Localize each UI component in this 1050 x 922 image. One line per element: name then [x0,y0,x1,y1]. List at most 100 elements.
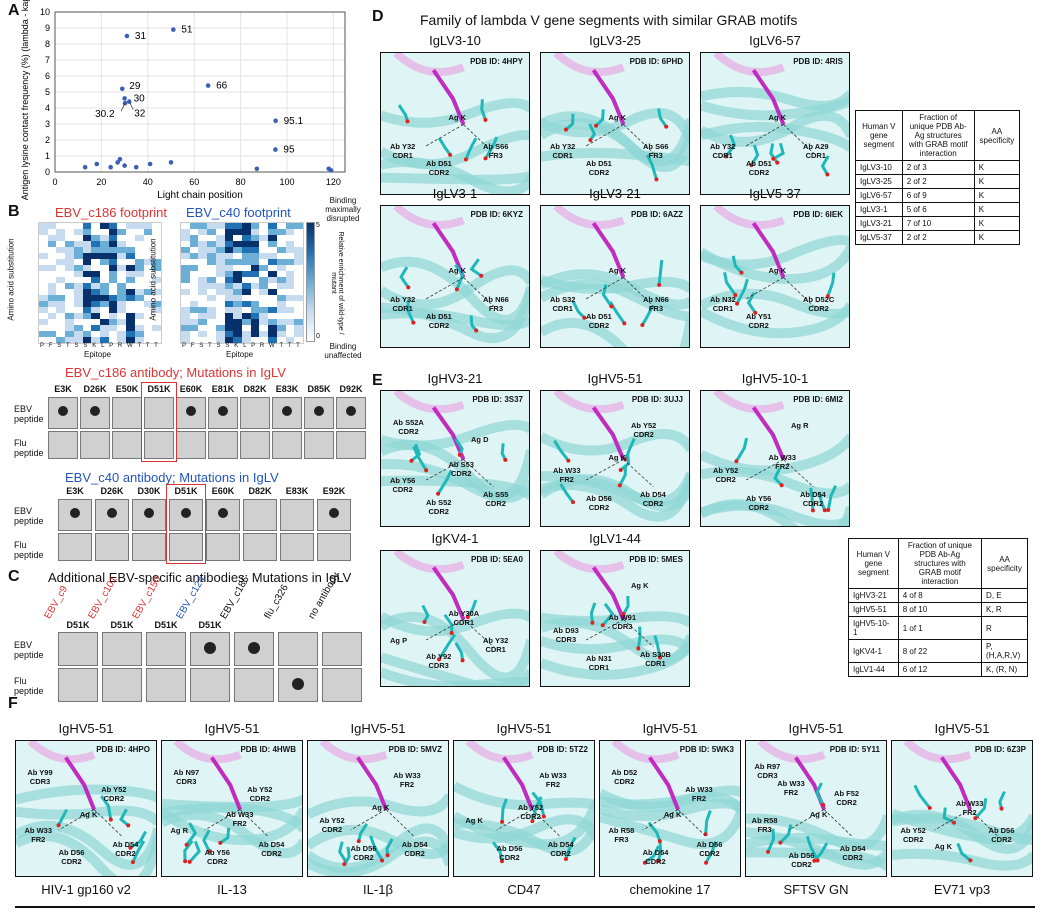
structure-drawing [701,391,849,526]
structure-drawing [162,741,302,864]
heatmap-cell [100,259,109,265]
heatmap-cell [285,223,295,229]
antigen-ribbon [173,741,242,764]
heatmap-cell [100,331,109,337]
y-tick-label: 1 [45,151,50,161]
heatmap-cell [56,337,66,343]
heatmap-cell [224,259,234,265]
antigen-ribbon [757,741,826,764]
oxygen-atom [385,853,390,858]
y-tick-label: 9 [45,23,50,33]
antigen-ribbon [611,741,680,764]
heatmap-cell [285,295,295,301]
table-cell: IgLV3-25 [855,174,903,189]
antibody-residue [656,842,663,862]
heatmap-cell [285,241,295,247]
heatmap-cell [276,265,286,271]
antibody-residue [641,305,655,326]
ribbon [308,792,448,820]
oxygen-atom [483,117,488,122]
ribbon [454,800,594,850]
heatmap-cell [250,325,260,331]
heatmap-cell [224,247,234,253]
heatmap-cell [250,259,260,265]
flu-well [304,431,334,459]
hbond [783,124,814,154]
heatmap-cell [143,259,153,265]
heatmap-cell [91,253,100,259]
heatmap-cell [108,235,118,241]
antibody-residue [956,842,972,862]
heatmap-cell [233,283,242,289]
table-row: IgKV4-1 8 of 22 P,(H,A,R,V) [848,639,1028,663]
antibody-residue [188,840,201,863]
residue-label: Ag K [448,266,467,276]
residue-label: Ab Y52 CDR2 [713,466,739,485]
heatmap-cell [294,319,303,325]
ebv-well [146,632,186,666]
residue-label: Ab D56 CDR2 [988,825,1015,844]
v-gene-title: IgLV3-10 [429,33,481,48]
heatmap-cell [285,259,295,265]
structure-image: PDB ID: 6KYZ Ag K Ab Y32 CDR1 Ab D51 CDR2 Ab… [380,205,530,348]
oxygen-atom [766,849,771,854]
antibody-residue [750,144,760,166]
oxygen-atom [642,860,647,865]
heatmap-cell [294,253,303,259]
oxygen-atom [411,320,416,325]
oxygen-atom [128,845,133,850]
residue-label: Ag K [608,113,627,123]
flu-well [146,668,186,702]
oxygen-atom [734,459,739,464]
oxygen-atom [218,840,223,845]
cbar-max: 5 [316,222,320,229]
ribbon [381,667,529,686]
binding-spot [204,642,216,654]
residue-label: Ab D54 CDR2 [112,839,139,858]
heatmap-cell [100,301,109,307]
data-point [82,164,88,170]
pdb-id: PDB ID: 5WK3 [679,745,734,754]
data-point [133,164,139,170]
mutation-label: D26K [83,384,107,394]
ebv-well [48,397,78,429]
heatmap-cell [242,319,251,325]
antigen-residue [648,756,680,811]
heatmap-cell [259,289,269,295]
heatmap-cell [294,247,303,253]
heatmap-cell [181,325,190,331]
ebv-well [322,632,362,666]
antigen-residue [591,406,626,461]
heatmap-cell [39,301,48,307]
table-header-cell: AA specificity [981,538,1028,589]
heatmap-cell [198,229,208,235]
ribbon [541,107,689,145]
flu-well [112,431,142,459]
heatmap-cell [215,265,225,271]
heatmap-cell [73,325,83,331]
oxygen-atom [405,119,410,124]
heatmap-cell [39,229,48,235]
heatmap-cell [285,247,295,253]
heatmap-cell [134,331,144,337]
heatmap-cell [56,307,66,313]
heatmap-cell [39,265,48,271]
heatmap-cell [181,229,190,235]
flu-well [278,668,318,702]
heatmap-cell [108,295,118,301]
hbond [463,459,494,488]
heatmap-cell [91,283,100,289]
y-tick-label: 10 [40,7,50,17]
antibody-residue [357,822,369,842]
structure-drawing [308,741,448,876]
structure-image: PDB ID: 6PHD Ag K Ab Y32 CDR1 Ab D51 CDR2 Ab… [540,52,690,195]
oxygen-atom [422,619,427,624]
mutation-label: E81K [211,384,235,394]
heatmap-cell [134,271,144,277]
heatmap-cell [242,229,251,235]
mutation-label: D82K [248,486,272,496]
antigen-ribbon [319,741,388,764]
table-cell: 2 of 3 [901,160,975,175]
heatmap-cell [224,229,234,235]
heatmap-cell [207,307,216,313]
